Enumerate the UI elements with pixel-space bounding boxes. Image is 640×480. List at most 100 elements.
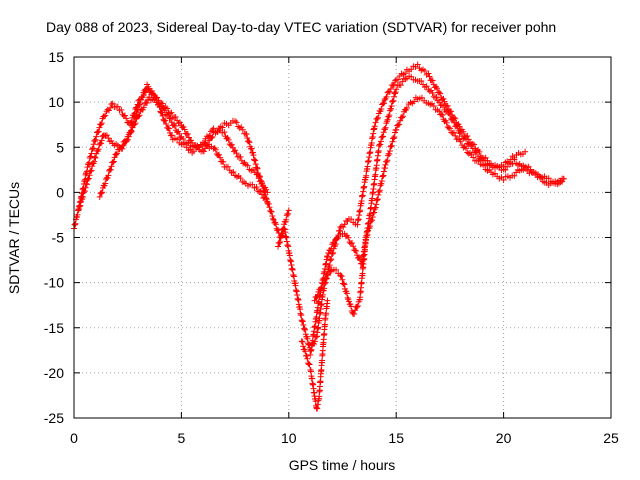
data-point (397, 82, 404, 89)
data-point (87, 168, 94, 175)
data-point (446, 125, 453, 132)
data-point (436, 99, 443, 106)
data-point (148, 87, 155, 94)
data-point (443, 119, 450, 126)
data-point (381, 165, 388, 172)
x-tick-label: 10 (281, 430, 297, 446)
data-point (285, 207, 292, 214)
data-point (325, 272, 332, 279)
data-point (302, 348, 309, 355)
data-point (338, 273, 345, 280)
data-point (304, 335, 311, 342)
data-point (369, 214, 376, 221)
data-point (384, 116, 391, 123)
data-point (560, 175, 567, 182)
data-point (184, 130, 191, 137)
data-point (377, 138, 384, 145)
data-point (113, 150, 120, 157)
data-point (232, 147, 239, 154)
data-point (314, 405, 321, 412)
data-point (244, 162, 251, 169)
data-point (89, 146, 96, 153)
data-point (283, 216, 290, 223)
data-point (299, 318, 306, 325)
axis-ticks (73, 56, 612, 419)
data-point (159, 112, 166, 119)
data-point (107, 104, 114, 111)
data-point (180, 135, 187, 142)
data-point (500, 176, 507, 183)
data-point (272, 221, 279, 228)
data-point (450, 116, 457, 123)
chart-title: Day 088 of 2023, Sidereal Day-to-day VTE… (46, 19, 556, 35)
data-point (349, 240, 356, 247)
data-point (396, 121, 403, 128)
data-point (167, 115, 174, 122)
data-point (340, 223, 347, 230)
data-point (98, 137, 105, 144)
data-point (511, 172, 518, 179)
data-point (276, 239, 283, 246)
data-point (118, 106, 125, 113)
data-point (332, 236, 339, 243)
data-point (105, 135, 112, 142)
data-point (371, 209, 378, 216)
data-point (110, 158, 117, 165)
x-tick-label: 15 (388, 430, 404, 446)
data-point (181, 126, 188, 133)
data-point (353, 247, 360, 254)
data-point (240, 160, 247, 167)
data-point (452, 132, 459, 139)
data-point (264, 198, 271, 205)
data-point (270, 215, 277, 222)
data-point (436, 89, 443, 96)
data-point (352, 247, 359, 254)
data-point (522, 148, 529, 155)
data-point (144, 99, 151, 106)
data-point (375, 191, 382, 198)
data-point (176, 119, 183, 126)
data-point (298, 338, 305, 345)
data-point (101, 113, 108, 120)
data-point (251, 156, 258, 163)
x-axis-title: GPS time / hours (289, 457, 396, 473)
data-point (380, 168, 387, 175)
data-point (264, 189, 271, 196)
data-point (386, 88, 393, 95)
data-point (177, 134, 184, 141)
data-point (210, 125, 217, 132)
data-point (399, 78, 406, 85)
data-point (476, 155, 483, 162)
data-point (469, 145, 476, 152)
data-point (468, 142, 475, 149)
data-point (425, 70, 432, 77)
x-tick-label: 0 (70, 430, 78, 446)
data-point (95, 128, 102, 135)
data-point (441, 98, 448, 105)
data-point (237, 175, 244, 182)
data-point (299, 338, 306, 345)
data-point (371, 123, 378, 130)
data-point (140, 92, 147, 99)
y-tick-label: 15 (48, 49, 64, 65)
data-point (233, 150, 240, 157)
data-point (341, 221, 348, 228)
data-point (85, 175, 92, 182)
data-point (463, 145, 470, 152)
data-point (89, 163, 96, 170)
data-point (387, 143, 394, 150)
data-point (200, 148, 207, 155)
data-point (386, 150, 393, 157)
data-point (249, 181, 256, 188)
data-point (248, 145, 255, 152)
data-point (212, 146, 219, 153)
data-point (113, 151, 120, 158)
data-point (311, 297, 318, 304)
data-point (116, 143, 123, 150)
data-point (480, 157, 487, 164)
data-point (266, 204, 273, 211)
data-point (411, 98, 418, 105)
data-point (128, 128, 135, 135)
